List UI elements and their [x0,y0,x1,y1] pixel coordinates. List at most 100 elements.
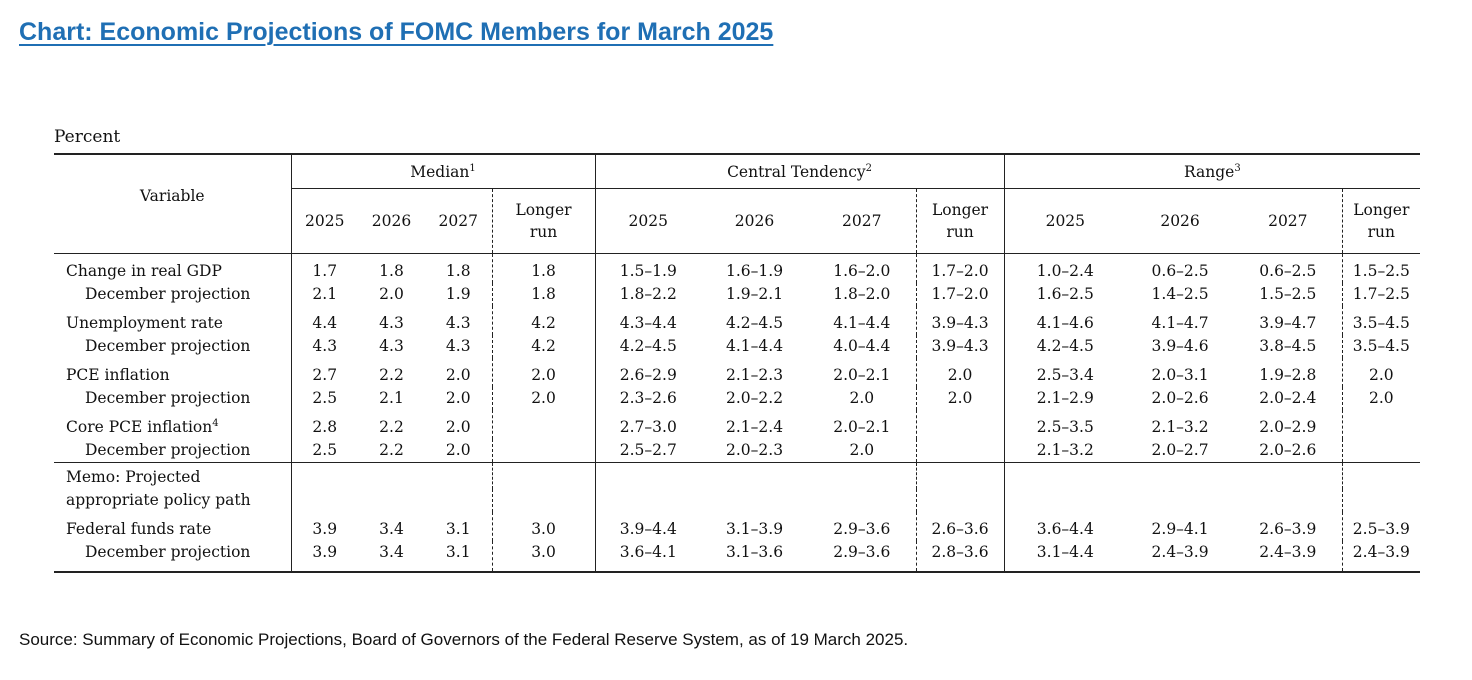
table-cell: 4.2 [491,335,596,358]
table-cell [915,410,1005,439]
table-cell: 1.0–2.4 [1003,253,1127,283]
period-header: 2025 [290,188,358,254]
table-cell [491,439,596,463]
period-header: 2027 [1234,188,1343,254]
table-cell: 3.6–4.1 [594,541,702,573]
table-cell: 1.9 [445,285,471,303]
empty-cell [358,489,425,512]
memo-row: appropriate policy path [54,489,1421,512]
table-cell: 2.2 [379,418,404,436]
row-label-text: Federal funds rate [66,520,212,538]
row-label-text: December projection [85,441,251,459]
period-header-line1: 2025 [305,212,345,230]
table-cell: 4.1–4.7 [1151,314,1209,332]
table-cell: 2.6–2.9 [594,358,702,387]
empty-cell [915,462,1005,489]
row-label-text: Core PCE inflation [66,418,213,436]
table-cell: 4.4 [290,306,358,335]
table-cell: 3.1–3.6 [701,541,809,573]
table-cell: 1.8–2.2 [594,283,702,306]
table-cell: 3.9–4.6 [1151,337,1209,355]
row-label: December projection [54,387,291,410]
period-header-line1: Longer [1353,201,1410,219]
group-header-median: Median1 [290,153,596,189]
table-cell: 2.0 [1341,358,1421,387]
table-cell: 1.7–2.0 [915,253,1005,283]
table-cell: 2.1 [290,283,358,306]
table-cell: 2.9–3.6 [833,520,891,538]
group-header-label: Median [410,162,470,181]
row-label-text: December projection [85,389,251,407]
row-label-text: Unemployment rate [66,314,223,332]
table-cell: 2.6–3.9 [1259,520,1317,538]
table-cell: 2.0 [445,441,471,459]
period-header-line1: 2025 [628,212,668,230]
table-cell: 2.0–2.9 [1259,418,1317,436]
table-cell: 4.3 [445,314,471,332]
table-cell: 3.8–4.5 [1259,337,1317,355]
table-cell: 4.3 [379,314,404,332]
table-cell: 1.5–1.9 [594,253,702,283]
table-cell: 2.4–3.9 [1126,541,1235,573]
table-row: Change in real GDP 1.7 1.8 1.8 1.8 1.5–1.9 1.6… [54,253,1421,284]
footnote-marker: 2 [865,162,873,174]
table-cell: 4.2–4.5 [726,314,784,332]
period-header: 2026 [358,188,425,254]
table-cell: 2.0–2.4 [1259,389,1317,407]
table-cell: 3.9 [290,512,358,541]
period-header: Longer run [915,188,1005,254]
table-cell: 2.5–2.7 [594,439,702,463]
table-cell: 1.4–2.5 [1151,285,1209,303]
row-label: Change in real GDP [54,254,291,284]
unit-label: Percent [54,127,121,147]
memo-label: Memo: Projected [54,462,291,489]
empty-cell [290,489,358,512]
table-row: Core PCE inflation4 2.8 2.2 2.0 2.7–3.0 2.1–2… [54,410,1421,439]
table-cell: 4.1–4.4 [833,314,891,332]
table-cell: 3.9–4.4 [594,512,702,541]
memo-row: Memo: Projected [54,462,1421,489]
table-cell: 2.5 [290,439,358,463]
table-cell: 2.0 [445,366,471,384]
empty-cell [491,489,596,512]
table-cell: 1.8–2.0 [833,285,891,303]
footnote-marker: 3 [1234,162,1241,174]
table-cell: 2.1 [379,389,404,407]
table-cell: 2.5 [290,387,358,410]
row-label: Federal funds rate [54,512,291,541]
period-header-line1: 2025 [1045,212,1086,230]
memo-label: appropriate policy path [66,491,251,509]
variable-header: Variable [54,153,291,254]
empty-cell [425,489,492,512]
table-cell: 2.7 [290,358,358,387]
table-cell: 2.0–2.6 [1151,389,1209,407]
period-header-line1: Longer [515,201,572,219]
table-cell: 1.5–2.5 [1259,285,1317,303]
table-cell: 1.9–2.1 [726,285,784,303]
table-cell: 2.0 [1341,387,1421,410]
table-cell: 4.1–4.4 [726,337,784,355]
empty-cell [1234,489,1342,512]
table-cell: 1.5–2.5 [1341,253,1421,283]
empty-cell [1003,462,1127,489]
row-label-text: Change in real GDP [66,262,222,280]
group-header-central-tendency: Central Tendency2 [594,153,1005,189]
period-header-line1: 2026 [371,212,412,230]
source-note: Source: Summary of Economic Projections,… [19,630,909,649]
period-header-line1: 2027 [438,212,478,230]
period-header: 2025 [1003,188,1127,254]
table-cell: 1.6–1.9 [726,262,784,280]
empty-cell [1126,489,1234,512]
table-cell: 4.3 [290,335,358,358]
table-cell: 2.0 [915,358,1005,387]
empty-cell [808,462,917,489]
empty-cell [425,462,492,489]
table-cell: 2.0 [491,387,596,410]
table-cell: 4.3–4.4 [594,306,702,335]
table-cell: 1.8 [491,283,596,306]
table-cell: 2.4–3.9 [1341,541,1421,573]
empty-cell [915,489,1005,512]
table-cell: 0.6–2.5 [1259,262,1317,280]
table-cell: 2.0–2.2 [726,389,784,407]
empty-cell [1003,489,1127,512]
